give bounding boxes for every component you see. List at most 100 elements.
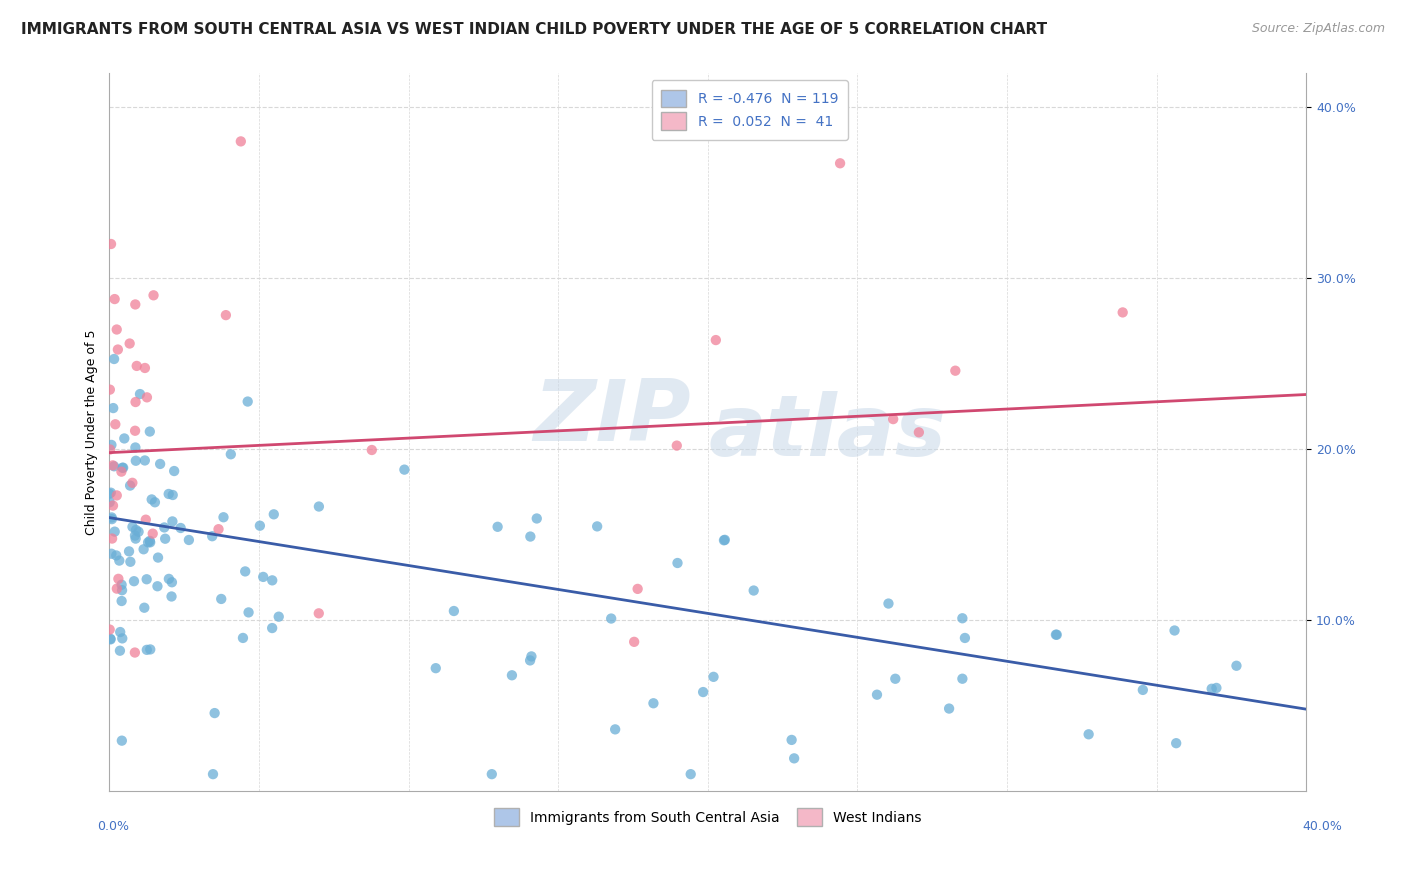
- Point: [481, 767, 503, 781]
- Point: [135, 513, 157, 527]
- Point: [105, 582, 128, 596]
- Point: [118, 544, 141, 558]
- Point: [780, 732, 803, 747]
- Point: [111, 733, 134, 747]
- Point: [1166, 736, 1188, 750]
- Point: [249, 518, 271, 533]
- Point: [136, 390, 159, 404]
- Point: [107, 572, 129, 586]
- Point: [519, 530, 541, 544]
- Point: [1045, 628, 1067, 642]
- Point: [501, 668, 523, 682]
- Point: [104, 292, 127, 306]
- Point: [486, 520, 509, 534]
- Point: [124, 395, 146, 409]
- Point: [108, 553, 131, 567]
- Point: [104, 417, 127, 432]
- Point: [153, 532, 176, 546]
- Legend: Immigrants from South Central Asia, West Indians: Immigrants from South Central Asia, West…: [486, 800, 929, 835]
- Point: [118, 336, 141, 351]
- Point: [139, 642, 162, 657]
- Point: [163, 464, 186, 478]
- Point: [882, 412, 904, 426]
- Point: [135, 572, 157, 586]
- Point: [1132, 682, 1154, 697]
- Point: [586, 519, 609, 533]
- Text: ZIP: ZIP: [533, 376, 690, 459]
- Point: [98, 623, 121, 637]
- Point: [425, 661, 447, 675]
- Point: [103, 351, 125, 366]
- Point: [201, 767, 224, 781]
- Point: [526, 511, 548, 525]
- Point: [742, 583, 765, 598]
- Point: [98, 383, 121, 397]
- Point: [124, 424, 146, 438]
- Point: [149, 457, 172, 471]
- Point: [169, 521, 191, 535]
- Point: [229, 135, 252, 149]
- Point: [520, 649, 543, 664]
- Point: [125, 523, 148, 537]
- Point: [128, 524, 150, 539]
- Point: [139, 425, 162, 439]
- Point: [111, 594, 134, 608]
- Point: [714, 533, 737, 547]
- Point: [143, 495, 166, 509]
- Point: [136, 535, 159, 549]
- Point: [139, 533, 162, 548]
- Point: [98, 632, 121, 646]
- Point: [112, 460, 135, 475]
- Point: [1163, 624, 1185, 638]
- Point: [866, 688, 889, 702]
- Point: [124, 528, 146, 542]
- Point: [160, 575, 183, 590]
- Point: [1111, 305, 1133, 319]
- Point: [162, 488, 184, 502]
- Point: [135, 643, 157, 657]
- Point: [105, 549, 128, 563]
- Point: [238, 606, 260, 620]
- Point: [830, 156, 852, 170]
- Point: [100, 632, 122, 647]
- Text: 0.0%: 0.0%: [97, 820, 129, 833]
- Point: [692, 685, 714, 699]
- Point: [129, 387, 152, 401]
- Point: [643, 696, 665, 710]
- Point: [111, 583, 134, 598]
- Point: [360, 442, 382, 457]
- Point: [107, 343, 129, 357]
- Point: [394, 462, 416, 476]
- Point: [212, 510, 235, 524]
- Text: atlas: atlas: [709, 391, 946, 474]
- Point: [120, 555, 142, 569]
- Point: [98, 487, 121, 501]
- Point: [157, 487, 180, 501]
- Point: [950, 611, 973, 625]
- Point: [201, 529, 224, 543]
- Point: [108, 643, 131, 657]
- Point: [112, 432, 135, 446]
- Point: [108, 625, 131, 640]
- Point: [204, 706, 226, 720]
- Point: [263, 508, 285, 522]
- Point: [103, 459, 125, 474]
- Point: [111, 578, 134, 592]
- Y-axis label: Child Poverty Under the Age of 5: Child Poverty Under the Age of 5: [86, 329, 98, 535]
- Point: [908, 425, 931, 440]
- Point: [122, 574, 145, 589]
- Point: [124, 297, 146, 311]
- Point: [160, 590, 183, 604]
- Point: [111, 632, 134, 646]
- Point: [1201, 681, 1223, 696]
- Point: [110, 465, 132, 479]
- Point: [177, 533, 200, 547]
- Point: [884, 672, 907, 686]
- Point: [877, 597, 900, 611]
- Point: [704, 333, 727, 347]
- Point: [308, 607, 330, 621]
- Point: [679, 767, 702, 781]
- Point: [142, 526, 165, 541]
- Point: [100, 438, 122, 452]
- Point: [233, 565, 256, 579]
